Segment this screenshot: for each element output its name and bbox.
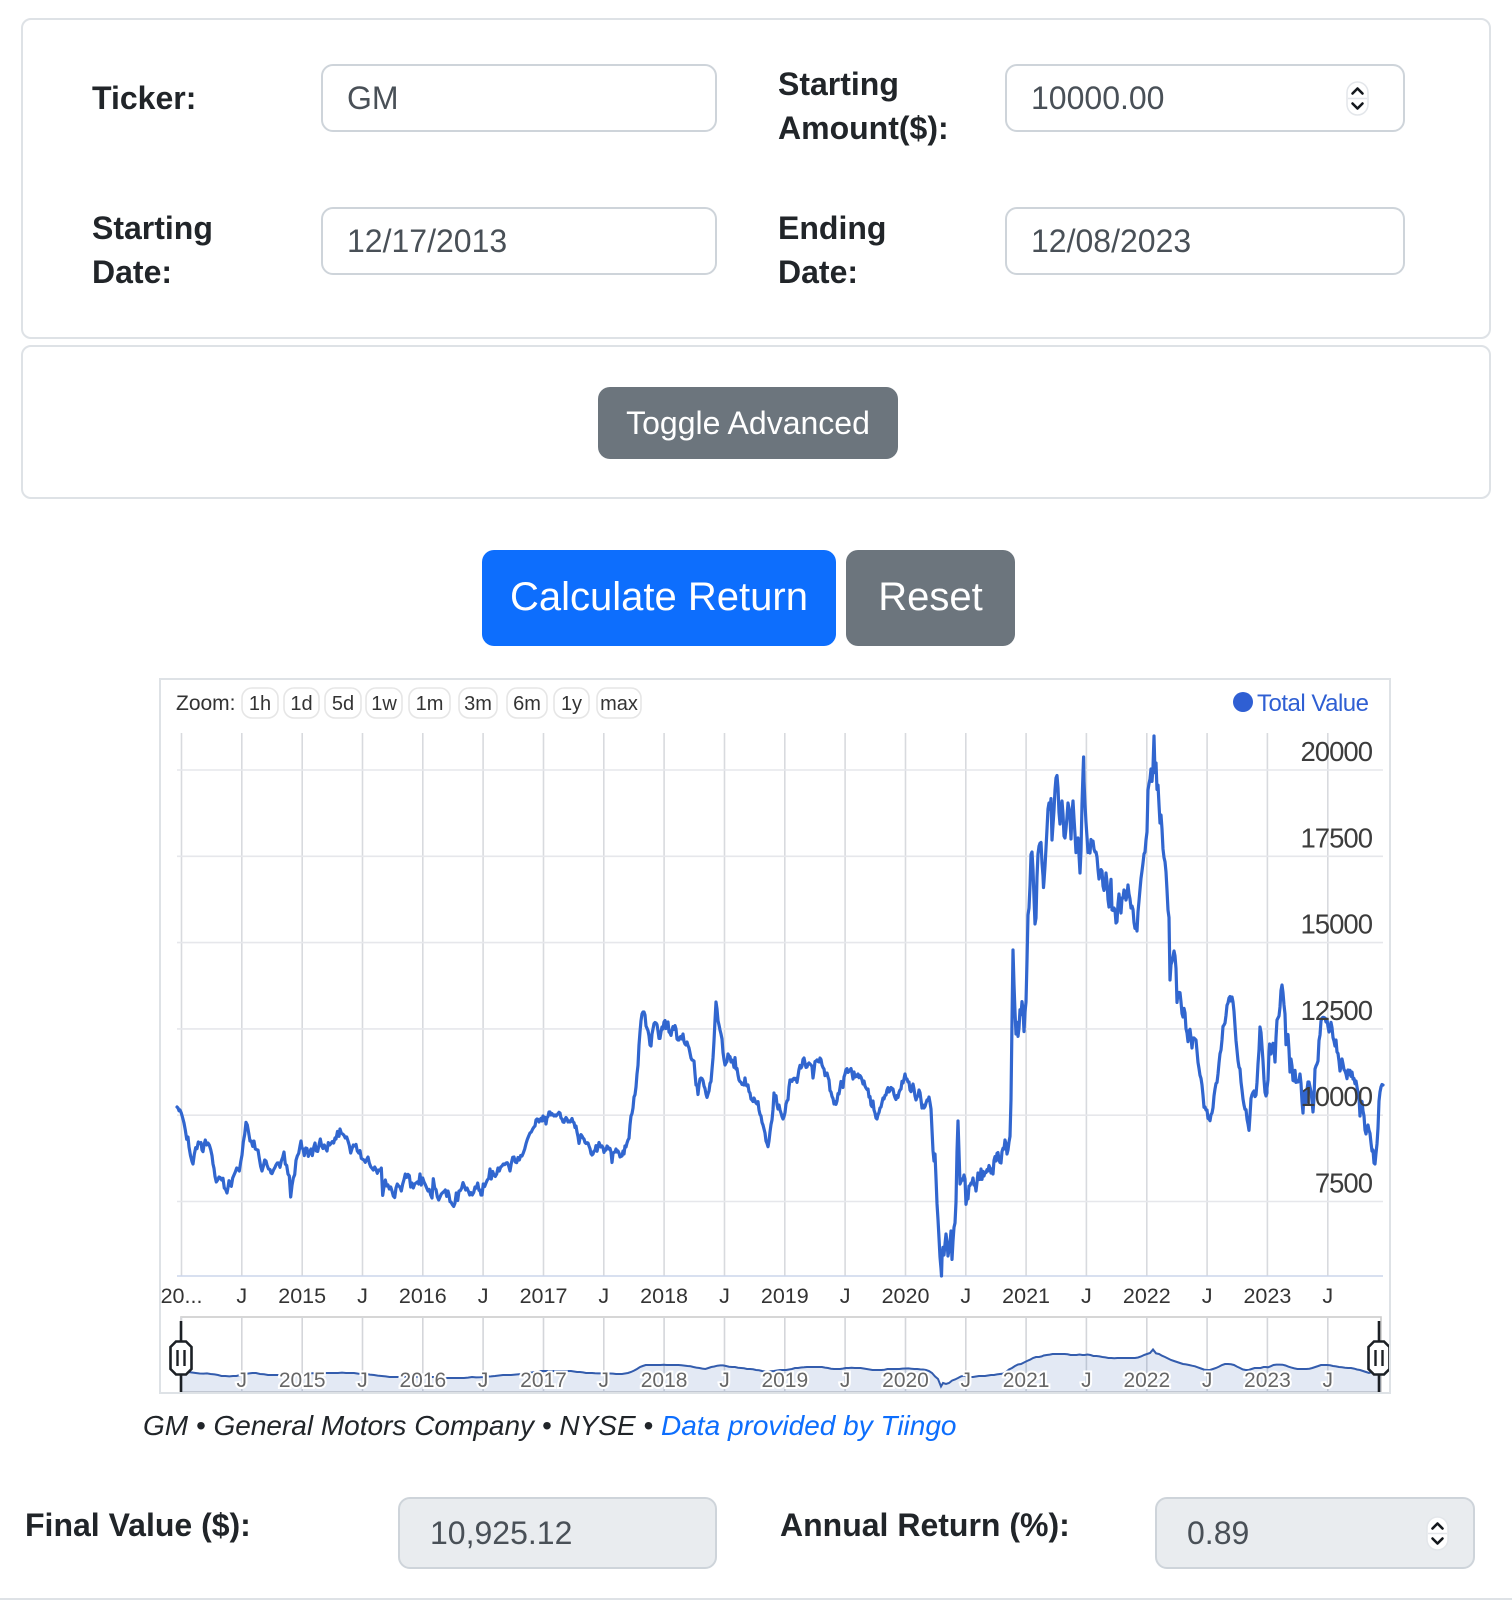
svg-text:J: J bbox=[840, 1284, 851, 1308]
svg-text:2023: 2023 bbox=[1243, 1284, 1291, 1308]
svg-text:2015: 2015 bbox=[278, 1284, 326, 1308]
svg-text:1y: 1y bbox=[561, 693, 582, 715]
svg-text:J: J bbox=[960, 1284, 971, 1308]
svg-text:2017: 2017 bbox=[520, 1369, 567, 1392]
svg-text:J: J bbox=[1323, 1369, 1334, 1392]
svg-text:15000: 15000 bbox=[1301, 909, 1373, 940]
svg-text:J: J bbox=[719, 1284, 730, 1308]
svg-text:2022: 2022 bbox=[1123, 1369, 1170, 1392]
svg-text:2019: 2019 bbox=[761, 1284, 809, 1308]
svg-text:J: J bbox=[357, 1369, 368, 1392]
svg-text:Total Value: Total Value bbox=[1257, 690, 1369, 717]
svg-text:Zoom:: Zoom: bbox=[176, 692, 236, 715]
svg-text:J: J bbox=[1202, 1369, 1213, 1392]
svg-text:J: J bbox=[840, 1369, 851, 1392]
svg-text:2022: 2022 bbox=[1123, 1284, 1171, 1308]
svg-text:7500: 7500 bbox=[1315, 1168, 1373, 1199]
svg-text:2018: 2018 bbox=[641, 1369, 688, 1392]
svg-text:J: J bbox=[357, 1284, 368, 1308]
svg-text:J: J bbox=[1081, 1369, 1092, 1392]
svg-text:2020: 2020 bbox=[882, 1284, 930, 1308]
svg-text:2020: 2020 bbox=[882, 1369, 929, 1392]
svg-text:J: J bbox=[719, 1369, 730, 1392]
svg-text:5d: 5d bbox=[332, 693, 354, 715]
svg-text:2017: 2017 bbox=[520, 1284, 568, 1308]
svg-text:J: J bbox=[1322, 1284, 1333, 1308]
svg-text:17500: 17500 bbox=[1301, 822, 1373, 853]
svg-text:2018: 2018 bbox=[640, 1284, 688, 1308]
svg-text:20...: 20... bbox=[161, 1284, 202, 1308]
svg-text:J: J bbox=[1081, 1284, 1092, 1308]
svg-text:6m: 6m bbox=[513, 693, 541, 715]
svg-text:2019: 2019 bbox=[761, 1369, 808, 1392]
svg-text:3m: 3m bbox=[464, 693, 492, 715]
svg-text:1d: 1d bbox=[290, 693, 312, 715]
svg-text:max: max bbox=[600, 693, 638, 715]
svg-text:1m: 1m bbox=[416, 693, 444, 715]
svg-text:2023: 2023 bbox=[1244, 1369, 1291, 1392]
svg-text:2016: 2016 bbox=[399, 1369, 446, 1392]
svg-text:J: J bbox=[237, 1369, 248, 1392]
svg-text:2021: 2021 bbox=[1003, 1369, 1050, 1392]
svg-text:J: J bbox=[961, 1369, 972, 1392]
svg-text:J: J bbox=[1202, 1284, 1213, 1308]
svg-text:J: J bbox=[599, 1369, 610, 1392]
svg-text:J: J bbox=[598, 1284, 609, 1308]
svg-text:J: J bbox=[478, 1284, 489, 1308]
svg-text:J: J bbox=[236, 1284, 247, 1308]
svg-text:1w: 1w bbox=[371, 693, 397, 715]
svg-text:12500: 12500 bbox=[1301, 995, 1373, 1026]
svg-text:2015: 2015 bbox=[279, 1369, 326, 1392]
svg-text:2021: 2021 bbox=[1002, 1284, 1050, 1308]
svg-text:2016: 2016 bbox=[399, 1284, 447, 1308]
svg-text:1h: 1h bbox=[249, 693, 271, 715]
svg-text:20000: 20000 bbox=[1301, 736, 1373, 767]
svg-text:J: J bbox=[478, 1369, 489, 1392]
svg-text:10000: 10000 bbox=[1301, 1081, 1373, 1112]
